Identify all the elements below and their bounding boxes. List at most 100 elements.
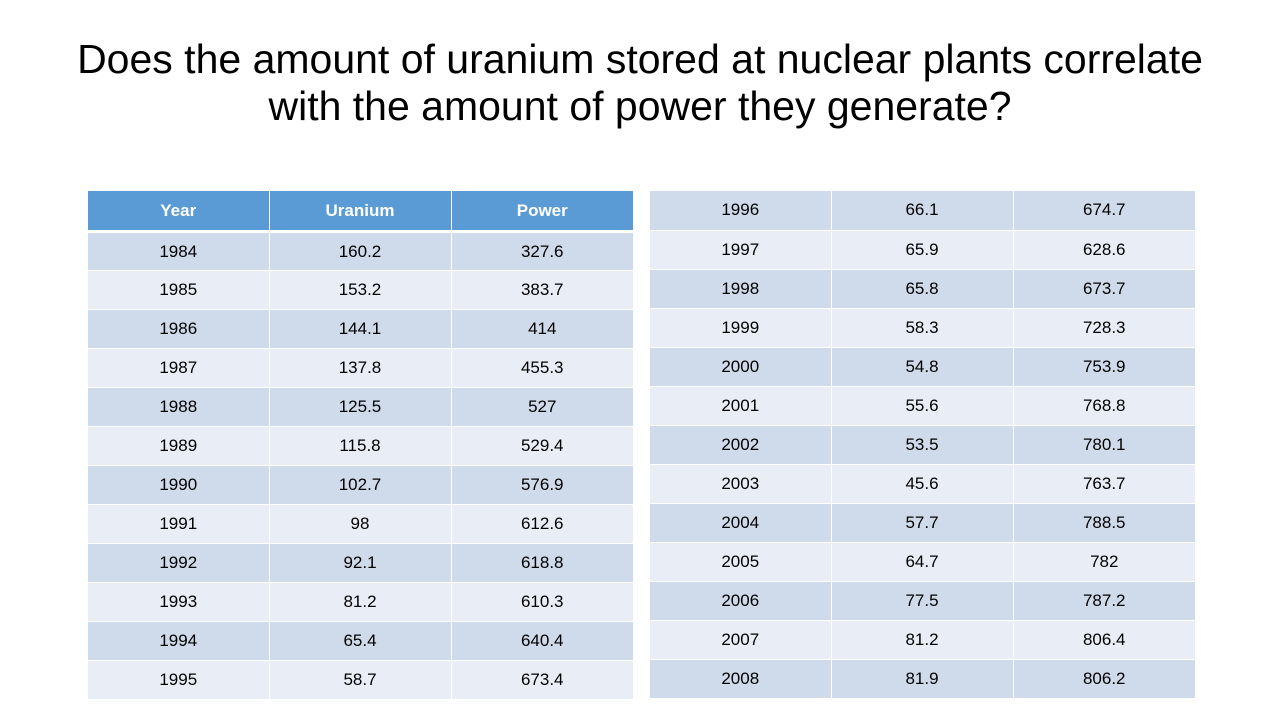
power-cell: 673.4 [451, 660, 633, 700]
year-cell: 2005 [650, 542, 832, 582]
year-cell: 1985 [88, 270, 270, 310]
year-cell: 1990 [88, 465, 270, 505]
power-cell: 753.9 [1013, 347, 1195, 387]
year-cell: 2001 [650, 386, 832, 426]
table-row: 2000 54.8 753.9 [650, 347, 1195, 387]
header-uranium: Uranium [269, 191, 452, 233]
uranium-cell: 64.7 [831, 542, 1014, 582]
uranium-cell: 98 [269, 504, 452, 544]
uranium-cell: 81.2 [831, 620, 1014, 660]
uranium-cell: 137.8 [269, 348, 452, 388]
year-cell: 1991 [88, 504, 270, 544]
uranium-cell: 125.5 [269, 387, 452, 427]
power-cell: 788.5 [1013, 503, 1195, 543]
table-row: 2004 57.7 788.5 [650, 503, 1195, 543]
uranium-cell: 81.2 [269, 582, 452, 622]
power-cell: 782 [1013, 542, 1195, 582]
uranium-cell: 153.2 [269, 270, 452, 310]
power-cell: 763.7 [1013, 464, 1195, 504]
table-row: 2003 45.6 763.7 [650, 464, 1195, 504]
uranium-cell: 115.8 [269, 426, 452, 466]
year-cell: 1988 [88, 387, 270, 427]
year-cell: 1994 [88, 621, 270, 661]
uranium-cell: 102.7 [269, 465, 452, 505]
table-row: 2002 53.5 780.1 [650, 425, 1195, 465]
power-cell: 780.1 [1013, 425, 1195, 465]
table-row: 1991 98 612.6 [88, 504, 633, 544]
uranium-cell: 65.4 [269, 621, 452, 661]
year-cell: 1992 [88, 543, 270, 583]
header-power: Power [451, 191, 633, 233]
year-cell: 1995 [88, 660, 270, 700]
table-header-row: Year Uranium Power [88, 191, 633, 233]
year-cell: 2000 [650, 347, 832, 387]
power-cell: 787.2 [1013, 581, 1195, 621]
uranium-cell: 54.8 [831, 347, 1014, 387]
year-cell: 1984 [88, 231, 270, 271]
power-cell: 576.9 [451, 465, 633, 505]
table-row: 1994 65.4 640.4 [88, 621, 633, 661]
year-cell: 1987 [88, 348, 270, 388]
uranium-cell: 45.6 [831, 464, 1014, 504]
year-cell: 1997 [650, 230, 832, 270]
power-cell: 612.6 [451, 504, 633, 544]
table-row: 1988 125.5 527 [88, 387, 633, 427]
uranium-cell: 57.7 [831, 503, 1014, 543]
power-cell: 529.4 [451, 426, 633, 466]
table-row: 2005 64.7 782 [650, 542, 1195, 582]
table-row: 2007 81.2 806.4 [650, 620, 1195, 660]
uranium-cell: 66.1 [831, 191, 1014, 231]
power-cell: 327.6 [451, 231, 633, 271]
table-row: 1998 65.8 673.7 [650, 269, 1195, 309]
table-row: 1999 58.3 728.3 [650, 308, 1195, 348]
power-cell: 628.6 [1013, 230, 1195, 270]
year-cell: 2004 [650, 503, 832, 543]
year-cell: 1996 [650, 191, 832, 231]
year-cell: 2002 [650, 425, 832, 465]
power-cell: 768.8 [1013, 386, 1195, 426]
power-cell: 673.7 [1013, 269, 1195, 309]
power-cell: 383.7 [451, 270, 633, 310]
table-row: 1985 153.2 383.7 [88, 270, 633, 310]
uranium-cell: 65.8 [831, 269, 1014, 309]
table-row: 1984 160.2 327.6 [88, 231, 633, 271]
power-cell: 414 [451, 309, 633, 349]
uranium-cell: 58.3 [831, 308, 1014, 348]
year-cell: 1998 [650, 269, 832, 309]
power-cell: 728.3 [1013, 308, 1195, 348]
table-row: 1989 115.8 529.4 [88, 426, 633, 466]
uranium-cell: 77.5 [831, 581, 1014, 621]
year-cell: 1989 [88, 426, 270, 466]
uranium-cell: 81.9 [831, 659, 1014, 699]
year-cell: 1993 [88, 582, 270, 622]
year-cell: 2007 [650, 620, 832, 660]
year-cell: 1986 [88, 309, 270, 349]
table-row: 1997 65.9 628.6 [650, 230, 1195, 270]
uranium-cell: 53.5 [831, 425, 1014, 465]
year-cell: 2006 [650, 581, 832, 621]
uranium-cell: 58.7 [269, 660, 452, 700]
table-row: 1987 137.8 455.3 [88, 348, 633, 388]
power-cell: 618.8 [451, 543, 633, 583]
power-cell: 610.3 [451, 582, 633, 622]
table-row: 1993 81.2 610.3 [88, 582, 633, 622]
year-cell: 2008 [650, 659, 832, 699]
data-table-left: Year Uranium Power 1984 160.2 327.6 1985 153… [88, 191, 633, 700]
data-table-right: 1996 66.1 674.7 1997 65.9 628.6 1998 65.8 673.7 1… [650, 191, 1195, 699]
power-cell: 806.4 [1013, 620, 1195, 660]
slide-title: Does the amount of uranium stored at nuc… [77, 36, 1203, 129]
header-year: Year [88, 191, 270, 233]
table-row: 1992 92.1 618.8 [88, 543, 633, 583]
year-cell: 1999 [650, 308, 832, 348]
power-cell: 527 [451, 387, 633, 427]
table-row: 1995 58.7 673.4 [88, 660, 633, 700]
table-row: 2006 77.5 787.2 [650, 581, 1195, 621]
power-cell: 806.2 [1013, 659, 1195, 699]
uranium-cell: 160.2 [269, 231, 452, 271]
table-row: 2008 81.9 806.2 [650, 659, 1195, 699]
power-cell: 640.4 [451, 621, 633, 661]
table-row: 1996 66.1 674.7 [650, 191, 1195, 231]
table-row: 1990 102.7 576.9 [88, 465, 633, 505]
table-row: 1986 144.1 414 [88, 309, 633, 349]
year-cell: 2003 [650, 464, 832, 504]
